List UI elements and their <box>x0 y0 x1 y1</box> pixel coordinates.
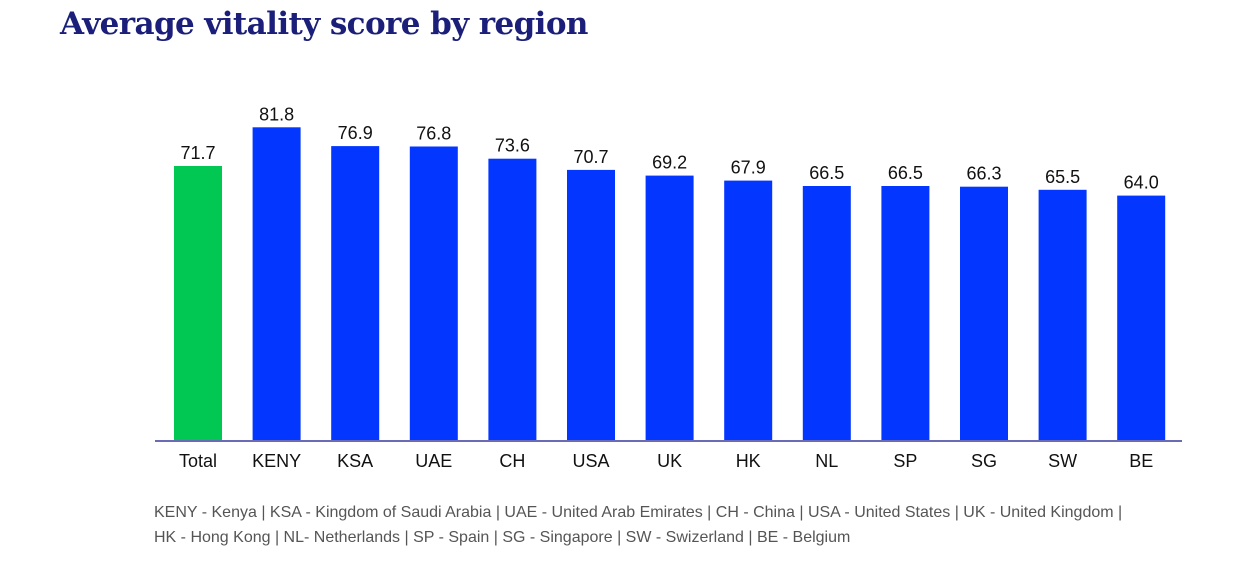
value-label-uk: 69.2 <box>652 153 687 173</box>
value-label-sw: 65.5 <box>1045 167 1080 187</box>
bar-chart: 71.7 81.8 76.9 76.8 73.6 70.7 69.2 67.9 66.5 66.5… <box>155 104 1182 471</box>
abbreviation-footnote: KENY - Kenya | KSA - Kingdom of Saudi Ar… <box>154 500 1214 550</box>
value-label-nl: 66.5 <box>809 163 844 183</box>
category-label-uae: UAE <box>415 451 452 471</box>
value-label-be: 64.0 <box>1124 173 1159 193</box>
value-label-uae: 76.8 <box>416 124 451 144</box>
value-label-usa: 70.7 <box>573 147 608 167</box>
bar-be <box>1117 195 1166 441</box>
category-labels-group: Total KENY KSA UAE CH USA UK HK NL SP SG SW BE <box>179 451 1153 471</box>
bar-sw <box>1038 189 1087 441</box>
bars-group <box>174 127 1166 442</box>
category-label-sg: SG <box>971 451 997 471</box>
footnote-line-1: KENY - Kenya | KSA - Kingdom of Saudi Ar… <box>154 504 1123 521</box>
bar-sg <box>960 186 1008 441</box>
value-label-sp: 66.5 <box>888 163 923 183</box>
category-label-hk: HK <box>736 451 761 471</box>
bar-usa <box>567 169 615 441</box>
category-label-uk: UK <box>657 451 682 471</box>
bar-ksa <box>331 146 380 441</box>
category-label-nl: NL <box>815 451 838 471</box>
value-label-total: 71.7 <box>180 143 215 163</box>
value-label-sg: 66.3 <box>966 164 1001 184</box>
value-label-keny: 81.8 <box>259 104 294 124</box>
category-label-sp: SP <box>893 451 917 471</box>
value-label-ch: 73.6 <box>495 136 530 156</box>
category-label-be: BE <box>1129 451 1153 471</box>
bar-hk <box>724 180 773 441</box>
category-label-ch: CH <box>499 451 525 471</box>
bar-total <box>174 166 222 441</box>
category-label-keny: KENY <box>252 451 301 471</box>
value-label-ksa: 76.9 <box>338 123 373 143</box>
category-label-ksa: KSA <box>337 451 373 471</box>
chart-title: Average vitality score by region <box>60 6 588 42</box>
category-label-total: Total <box>179 451 217 471</box>
category-label-usa: USA <box>572 451 609 471</box>
value-labels-group: 71.7 81.8 76.9 76.8 73.6 70.7 69.2 67.9 66.5 66.5… <box>180 104 1158 192</box>
bar-keny <box>252 127 301 442</box>
value-label-hk: 67.9 <box>731 158 766 178</box>
footnote-line-2: HK - Hong Kong | NL- Netherlands | SP - … <box>154 529 851 546</box>
bar-nl <box>802 186 851 441</box>
bar-ch <box>488 158 537 441</box>
bar-uae <box>409 146 458 441</box>
bar-sp <box>881 186 930 441</box>
bar-uk <box>645 175 694 441</box>
category-label-sw: SW <box>1048 451 1077 471</box>
